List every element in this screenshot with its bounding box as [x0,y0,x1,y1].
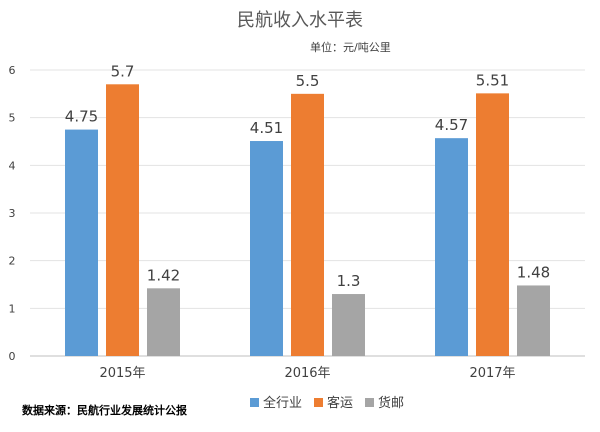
y-tick-label: 0 [9,350,16,363]
data-label: 1.42 [147,266,180,284]
bar-全行业-2017年 [435,138,468,356]
x-category-label: 2016年 [284,366,330,381]
data-label: 5.51 [476,71,509,89]
x-category-label: 2017年 [469,366,515,381]
data-label: 4.57 [435,116,468,134]
y-axis-ticks: 0 1 2 3 4 5 6 [9,64,16,363]
legend-swatch [250,398,259,407]
y-tick-label: 3 [9,207,16,220]
data-label: 1.3 [337,272,361,290]
bar-货邮-2016年 [332,294,365,356]
y-tick-label: 5 [9,112,16,125]
legend-label: 货邮 [378,395,404,411]
data-label: 5.7 [111,62,135,80]
bar-货邮-2015年 [147,288,180,356]
bar-客运-2015年 [106,84,139,357]
y-tick-label: 1 [9,302,16,315]
y-tick-label: 6 [9,64,16,77]
bars [65,84,550,357]
legend: 全行业 客运 货邮 [250,395,404,411]
legend-swatch [314,398,323,407]
bar-全行业-2016年 [250,141,283,356]
data-labels: 4.75 5.7 1.42 4.51 5.5 1.3 4.57 5.51 1.48 [65,62,550,290]
data-label: 5.5 [296,72,320,90]
unit-note: 单位：元/吨公里 [310,40,391,54]
bar-全行业-2015年 [65,129,98,356]
data-label: 4.51 [250,119,283,137]
bar-客运-2017年 [476,93,509,357]
legend-swatch [365,398,374,407]
bar-货邮-2017年 [517,285,550,356]
chart-title: 民航收入水平表 [237,10,363,31]
x-axis-categories: 2015年 2016年 2017年 [99,366,515,381]
y-tick-label: 2 [9,255,16,268]
source-note: 数据来源：民航行业发展统计公报 [22,403,188,417]
legend-label: 全行业 [263,395,302,411]
y-tick-label: 4 [9,159,16,172]
data-label: 4.75 [65,108,98,126]
legend-label: 客运 [327,395,353,411]
bar-客运-2016年 [291,93,324,356]
data-label: 1.48 [517,263,550,281]
x-category-label: 2015年 [99,366,145,381]
